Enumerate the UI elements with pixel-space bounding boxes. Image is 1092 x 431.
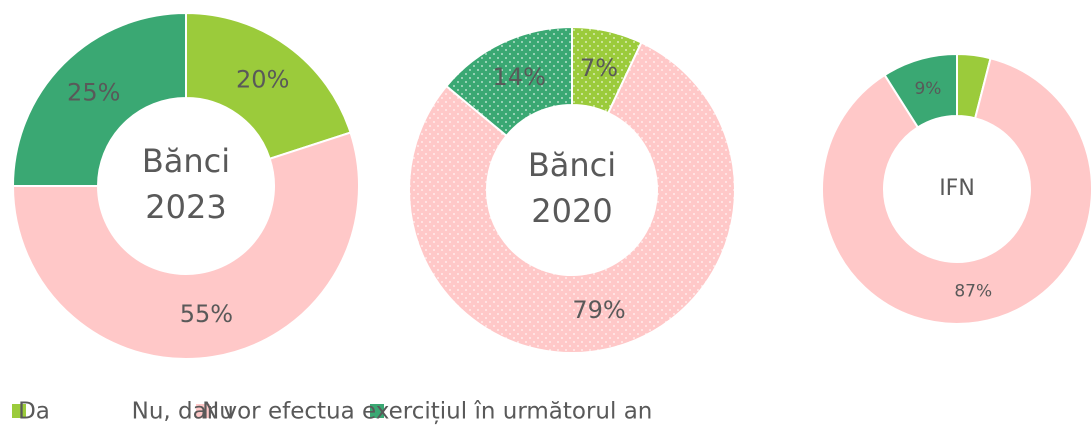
- center-label: 2020: [531, 192, 612, 230]
- legend-label: Nu: [202, 399, 234, 425]
- data-label: 14%: [493, 63, 546, 91]
- donut-slice: [185, 11, 352, 161]
- center-label: Bănci: [142, 142, 230, 180]
- donut-slice: [821, 57, 1092, 325]
- data-label: 9%: [914, 79, 941, 99]
- legend-label: Da: [18, 399, 50, 425]
- legend-swatch: [12, 404, 26, 418]
- slice-pattern: [408, 42, 735, 354]
- legend-label: Nu, dar vor efectua exercițiul în următo…: [132, 399, 653, 425]
- data-label: 25%: [67, 79, 120, 107]
- donut-slice: [11, 11, 187, 187]
- center-label: 2023: [145, 188, 226, 226]
- slice-pattern: [572, 27, 642, 114]
- data-label: 20%: [236, 65, 289, 93]
- data-label: 55%: [180, 300, 233, 328]
- center-label: IFN: [939, 176, 975, 201]
- legend-swatch: [370, 404, 384, 418]
- donut-slice: [11, 131, 360, 360]
- center-label: Bănci: [528, 146, 616, 184]
- data-label: 79%: [572, 296, 625, 324]
- data-label: 7%: [580, 54, 618, 82]
- legend-swatch: [196, 404, 210, 418]
- donut-slice: [883, 52, 958, 129]
- data-label: 87%: [954, 282, 992, 302]
- slice-pattern: [446, 27, 572, 136]
